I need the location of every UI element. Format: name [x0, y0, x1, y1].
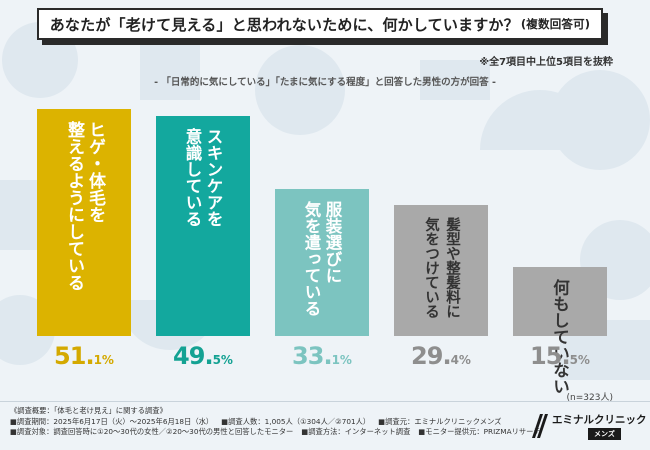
survey-source: ■調査元：エミナルクリニックメンズ: [378, 416, 502, 426]
bar-label-2: スキンケアを 意識している: [183, 128, 223, 228]
value-label-decimal-3: 1%: [331, 353, 352, 367]
brand-sub: メンズ: [588, 428, 621, 440]
value-label-decimal-2: 5%: [212, 353, 233, 367]
footer-line-3: ■調査対象：調査回答時に①20～30代の女性／②20～30代の男性と回答したモニ…: [10, 427, 541, 438]
bar-5: [513, 267, 607, 336]
value-label-decimal-4: 4%: [450, 353, 471, 367]
survey-heading: 《調査概要：「体毛と老け見え」に関する調査》: [10, 406, 167, 415]
survey-provider: ■モニター提供元：PRIZMAリサーチ: [418, 427, 541, 436]
value-label-2: 49.5%: [156, 342, 250, 370]
brand-logo: エミナルクリニック メンズ: [530, 410, 647, 444]
survey-method: ■調査方法：インターネット調査: [301, 427, 411, 436]
respondent-note: - 「日常的に気にしている」「たまに気にする程度」と回答した男性の方が回答 -: [154, 77, 496, 88]
bar-label-1: ヒゲ・体毛を 整えるようにしている: [64, 121, 105, 291]
value-label-1: 51.1%: [37, 342, 131, 370]
bar-label-5: 何もしていない: [550, 279, 570, 395]
top-items-note: ※全7項目中上位5項目を抜粋: [479, 57, 613, 68]
value-label-main-1: 51.: [54, 342, 95, 370]
value-label-decimal-1: 1%: [93, 353, 114, 367]
value-label-5: 15.5%: [513, 342, 607, 370]
footer-line-2: ■調査期間：2025年6月17日（火）～2025年6月18日（水） ■調査人数：1…: [10, 417, 530, 428]
brand-name: エミナルクリニック: [552, 414, 647, 426]
survey-count: ■調査人数：1,005人（①304人／②701人）: [221, 416, 371, 426]
value-label-main-3: 33.: [292, 342, 333, 370]
bar-label-3: 服装選びに 気を遣っている: [302, 200, 342, 317]
bar-label-4: 髪型や整髪料に 気をつけている: [423, 217, 460, 319]
survey-target: ■調査対象：調査回答時に①20～30代の女性／②20～30代の男性と回答したモニ…: [10, 427, 294, 436]
survey-footer: 《調査概要：「体毛と老け見え」に関する調査》 ■調査期間：2025年6月17日（…: [10, 406, 541, 438]
sample-size: (n=323人): [566, 393, 613, 403]
value-label-decimal-5: 5%: [569, 353, 590, 367]
brand-mark-icon: [532, 414, 548, 438]
bar-3: [275, 188, 369, 336]
value-label-main-5: 15.: [530, 342, 571, 370]
chart-title: あなたが「老けて見える」と思われないために、何かしていますか？ (複数回答可): [37, 8, 603, 40]
title-main: あなたが「老けて見える」と思われないために、何かしていますか？: [49, 15, 519, 34]
footer-divider: [0, 401, 650, 402]
bar-2: [156, 116, 250, 336]
footer-line-1: 《調査概要：「体毛と老け見え」に関する調査》: [10, 406, 530, 417]
value-label-main-4: 29.: [411, 342, 452, 370]
value-label-3: 33.1%: [275, 342, 369, 370]
title-suffix: (複数回答可): [520, 17, 591, 31]
bar-4: [394, 205, 488, 336]
survey-period: ■調査期間：2025年6月17日（火）～2025年6月18日（水）: [10, 416, 214, 426]
value-label-4: 29.4%: [394, 342, 488, 370]
bar-1: [37, 109, 131, 336]
value-label-main-2: 49.: [173, 342, 214, 370]
